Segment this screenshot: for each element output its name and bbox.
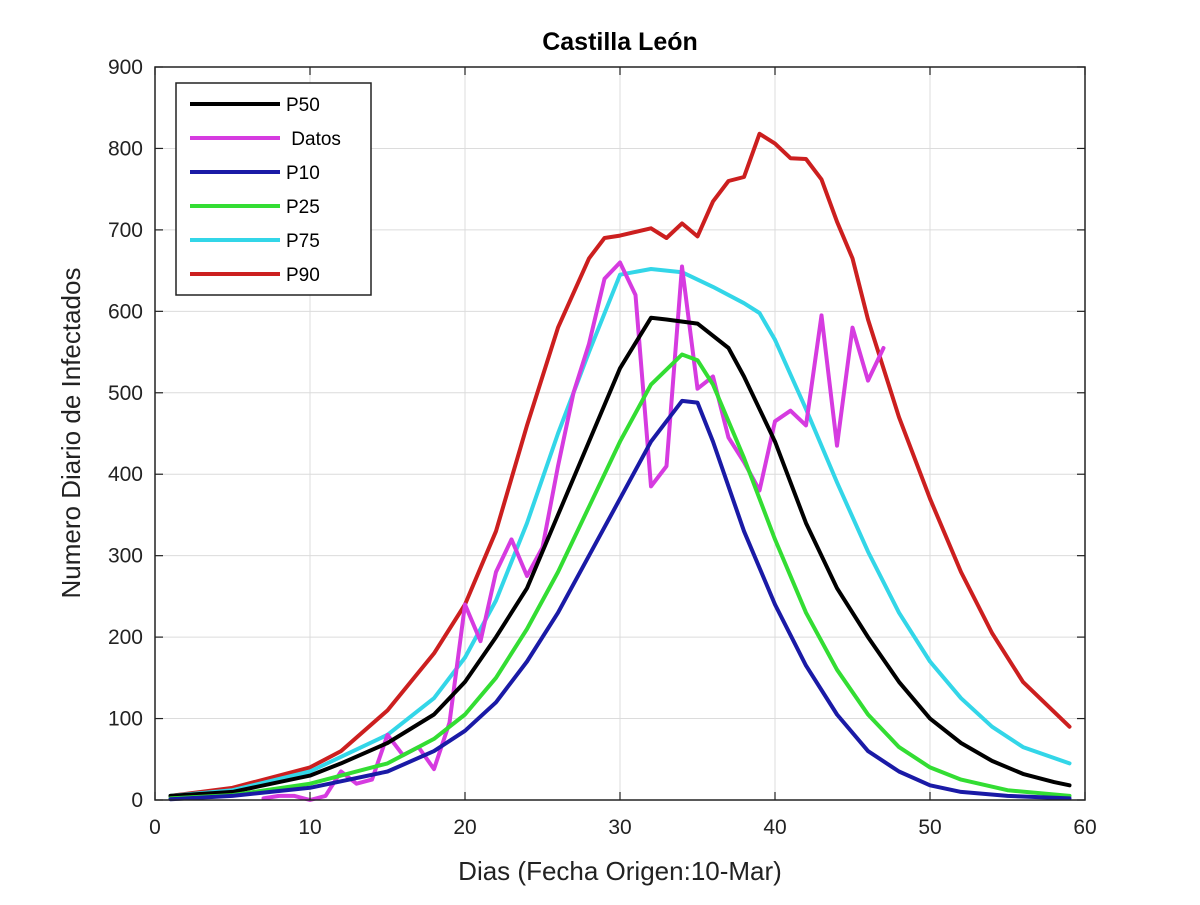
y-tick-label: 100: [108, 708, 143, 731]
x-tick-label: 0: [149, 816, 161, 839]
legend-label: P75: [286, 231, 320, 252]
legend-box: [175, 82, 372, 296]
y-tick-label: 600: [108, 300, 143, 323]
y-tick-label: 400: [108, 463, 143, 486]
plot-area: [168, 131, 1072, 802]
y-axis-title: Numero Diario de Infectados: [56, 268, 86, 599]
series-line-p10: [168, 398, 1072, 802]
series-line-p50: [168, 315, 1072, 798]
x-tick-label: 20: [453, 816, 476, 839]
chart-title: Castilla León: [542, 28, 698, 56]
y-tick-label: 300: [108, 545, 143, 568]
legend: P50 Datos P10 P25 P75 P90: [175, 82, 372, 296]
series-line-datos: [261, 260, 886, 802]
legend-label: P50: [286, 95, 320, 116]
axis-ticks: 0 10 20 30 40 50 60010020030040050060070080090…: [108, 56, 1097, 839]
x-axis-title: Dias (Fecha Origen:10-Mar): [458, 856, 782, 886]
x-tick-label: 30: [608, 816, 631, 839]
y-tick-label: 200: [108, 626, 143, 649]
legend-label: P10: [286, 163, 320, 184]
x-tick-label: 40: [763, 816, 786, 839]
legend-label: P90: [286, 265, 320, 286]
y-tick-label: 800: [108, 137, 143, 160]
legend-label: Datos: [286, 129, 341, 150]
x-tick-label: 50: [918, 816, 941, 839]
y-tick-label: 900: [108, 56, 143, 79]
legend-label: P25: [286, 197, 320, 218]
y-tick-label: 0: [131, 789, 143, 812]
y-tick-label: 700: [108, 219, 143, 242]
series-line-p90: [168, 131, 1072, 798]
series-line-p25: [168, 352, 1072, 801]
series-line-p75: [168, 267, 1072, 798]
x-tick-label: 60: [1073, 816, 1096, 839]
y-tick-label: 500: [108, 382, 143, 405]
x-tick-label: 10: [298, 816, 321, 839]
grid: [155, 67, 1085, 800]
